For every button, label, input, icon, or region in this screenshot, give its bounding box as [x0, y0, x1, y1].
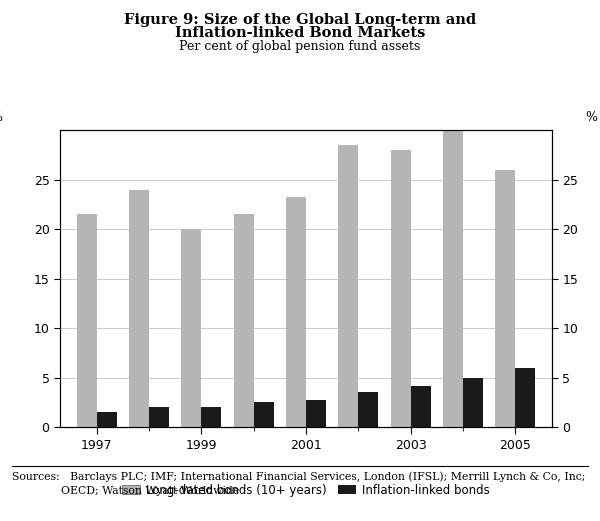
Text: %: %	[586, 111, 598, 125]
Bar	[97, 413, 116, 427]
Text: OECD; Watson Wyatt Worldwide: OECD; Watson Wyatt Worldwide	[12, 486, 239, 495]
Bar	[338, 145, 358, 427]
Bar	[286, 196, 306, 427]
Bar	[391, 150, 410, 427]
Bar	[254, 402, 274, 427]
Bar	[443, 130, 463, 427]
Bar	[358, 392, 378, 427]
Bar	[202, 407, 221, 427]
Bar	[129, 190, 149, 427]
Bar	[515, 368, 535, 427]
Bar	[463, 378, 483, 427]
Bar	[149, 407, 169, 427]
Text: %: %	[0, 111, 2, 125]
Text: Figure 9: Size of the Global Long-term and: Figure 9: Size of the Global Long-term a…	[124, 13, 476, 27]
Bar	[77, 215, 97, 427]
Bar	[306, 401, 326, 427]
Text: Per cent of global pension fund assets: Per cent of global pension fund assets	[179, 40, 421, 53]
Text: Inflation-linked Bond Markets: Inflation-linked Bond Markets	[175, 26, 425, 40]
Text: Sources:   Barclays PLC; IMF; International Financial Services, London (IFSL); M: Sources: Barclays PLC; IMF; Internationa…	[12, 472, 586, 482]
Bar	[234, 215, 254, 427]
Legend: Long-dated bonds (10+ years), Inflation-linked bonds: Long-dated bonds (10+ years), Inflation-…	[122, 483, 490, 497]
Bar	[410, 386, 431, 427]
Bar	[496, 170, 515, 427]
Bar	[181, 229, 202, 427]
